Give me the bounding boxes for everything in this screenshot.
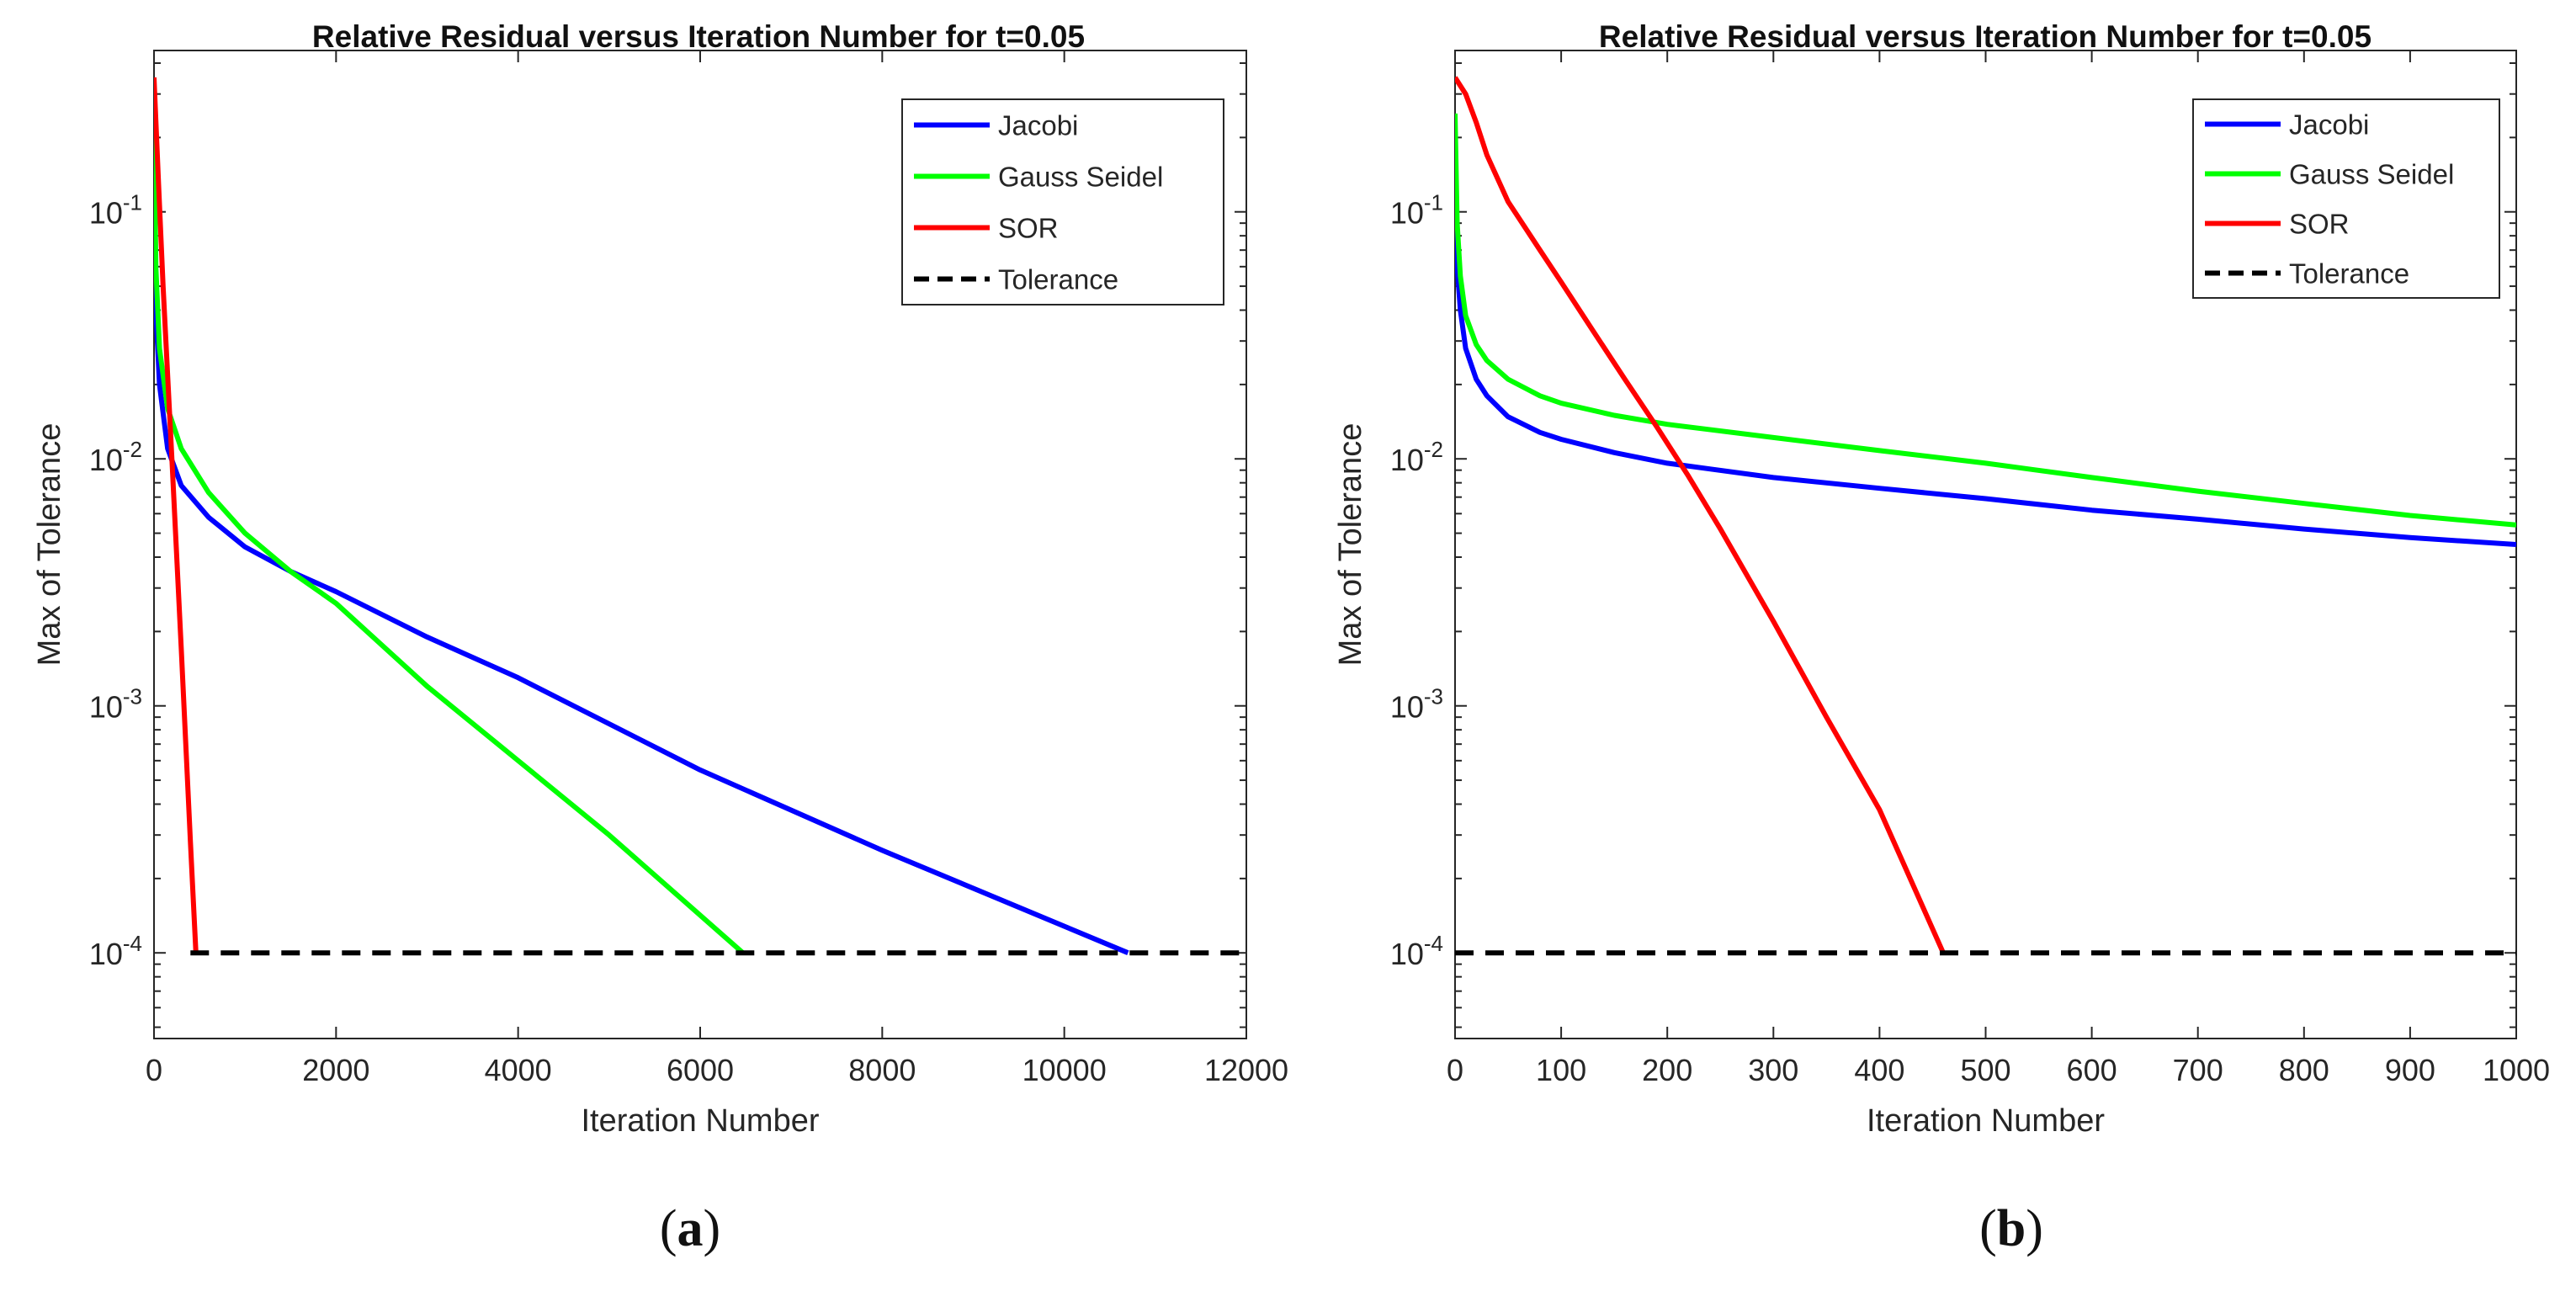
series-line-jacobi [154, 113, 1129, 955]
caption-a: (a) [659, 1200, 721, 1257]
y-tick-label: 10-3 [89, 684, 142, 725]
y-tick-label: 10-4 [89, 931, 142, 971]
x-tick-label: 8000 [848, 1053, 916, 1087]
y-axis-label: Max of Tolerance [32, 423, 67, 667]
y-tick-label: 10-3 [1390, 684, 1443, 725]
x-axis-label: Iteration Number [1867, 1103, 2105, 1139]
series-line-sor [1455, 76, 1946, 954]
legend-label-gauss-seidel: Gauss Seidel [2289, 159, 2454, 190]
chart-b: Relative Residual versus Iteration Numbe… [1333, 19, 2550, 1139]
legend-label-tolerance: Tolerance [998, 264, 1118, 295]
x-axis-label: Iteration Number [581, 1103, 819, 1139]
x-tick-label: 2000 [302, 1053, 369, 1087]
legend-label-sor: SOR [2289, 209, 2350, 240]
legend: Jacobi Gauss Seidel SOR Tolerance [901, 98, 1224, 305]
caption-b: (b) [1979, 1200, 2043, 1257]
y-tick-label: 10-2 [89, 437, 142, 477]
x-tick-label: 6000 [667, 1053, 734, 1087]
x-tick-label: 12000 [1204, 1053, 1288, 1087]
series-line-sor [154, 77, 199, 954]
series-line-gauss-seidel [1455, 113, 2516, 528]
chart-a: Relative Residual versus Iteration Numbe… [32, 19, 1288, 1139]
x-tick-label: 400 [1854, 1053, 1904, 1087]
x-tick-label: 500 [1960, 1053, 2010, 1087]
x-tick-label: 700 [2173, 1053, 2223, 1087]
x-tick-label: 200 [1642, 1053, 1692, 1087]
legend-label-jacobi: Jacobi [2289, 109, 2369, 141]
chart-title: Relative Residual versus Iteration Numbe… [1599, 19, 2372, 54]
legend-label-tolerance: Tolerance [2289, 258, 2409, 290]
legend-box [901, 98, 1224, 305]
x-tick-label: 10000 [1022, 1053, 1107, 1087]
legend: Jacobi Gauss Seidel SOR Tolerance [2192, 98, 2500, 299]
y-tick-label: 10-1 [89, 190, 142, 231]
legend-label-sor: SOR [998, 213, 1059, 244]
x-tick-label: 0 [146, 1053, 162, 1087]
legend-label-gauss-seidel: Gauss Seidel [998, 162, 1163, 193]
x-tick-label: 4000 [485, 1053, 552, 1087]
series-group [1455, 76, 2516, 956]
y-tick-label: 10-2 [1390, 437, 1443, 477]
x-tick-label: 600 [2067, 1053, 2117, 1087]
chart-title: Relative Residual versus Iteration Numbe… [312, 19, 1085, 54]
x-tick-label: 1000 [2483, 1053, 2550, 1087]
series-line-gauss-seidel [154, 113, 745, 955]
x-tick-label: 300 [1748, 1053, 1798, 1087]
series-line-jacobi [1455, 211, 2516, 547]
x-tick-label: 800 [2279, 1053, 2329, 1087]
x-tick-label: 100 [1536, 1053, 1586, 1087]
y-tick-label: 10-1 [1390, 190, 1443, 231]
legend-label-jacobi: Jacobi [998, 110, 1078, 141]
x-tick-label: 0 [1447, 1053, 1463, 1087]
y-tick-label: 10-4 [1390, 931, 1443, 971]
y-axis-label: Max of Tolerance [1333, 423, 1368, 667]
series-group [154, 77, 1246, 956]
x-tick-label: 900 [2385, 1053, 2435, 1087]
legend-box [2192, 98, 2500, 299]
